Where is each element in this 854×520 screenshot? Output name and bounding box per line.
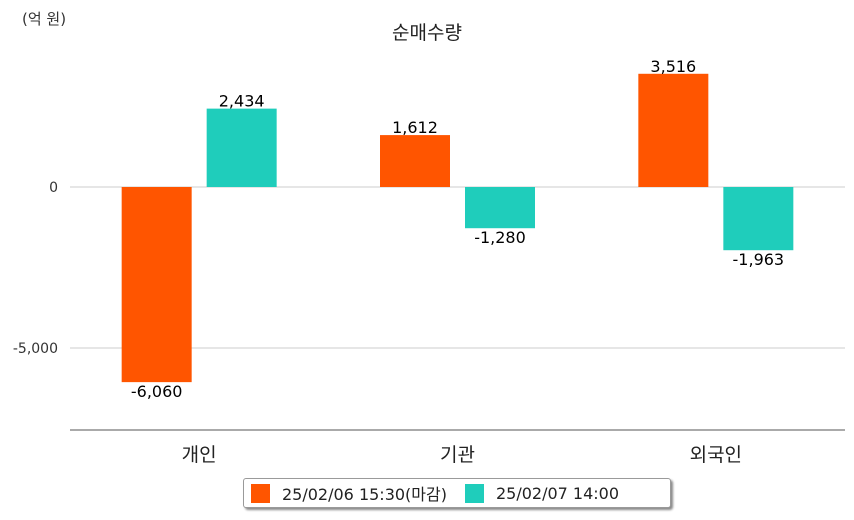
bar (206, 108, 277, 187)
category-label: 기관 (440, 444, 475, 466)
data-label: 3,516 (650, 57, 696, 76)
category-label: 개인 (182, 444, 217, 466)
bar (638, 73, 709, 187)
bar (723, 187, 794, 251)
bar-chart: 0 -5,000 -6,060 2,434 개인 1,612 -1,280 기관 3,516 -1… (13, 57, 845, 466)
bar (380, 135, 450, 187)
legend-item-series-2[interactable]: 25/02/07 14:00 (464, 483, 620, 503)
legend-swatch-series-2 (464, 483, 484, 503)
chart-title: 순매수량 (392, 22, 462, 44)
y-tick-label: -5,000 (13, 341, 58, 357)
legend-label-series-2: 25/02/07 14:00 (495, 483, 620, 503)
data-label: -1,280 (474, 228, 526, 247)
data-label: 2,434 (219, 92, 265, 111)
legend-label-series-1: 25/02/06 15:30(마감) (282, 485, 447, 504)
chart-legend: 25/02/06 15:30(마감) 25/02/07 14:00 (243, 478, 671, 508)
legend-item-series-1[interactable]: 25/02/06 15:30(마감) (251, 481, 447, 505)
bar (465, 187, 535, 229)
category-label: 외국인 (690, 444, 742, 466)
unit-label: (억 원) (22, 10, 67, 28)
bar (121, 187, 192, 383)
data-label: -6,060 (131, 382, 183, 401)
data-label: 1,612 (392, 118, 438, 137)
data-label: -1,963 (733, 250, 785, 269)
legend-swatch-series-1 (251, 483, 270, 503)
y-tick-label: 0 (49, 180, 58, 196)
